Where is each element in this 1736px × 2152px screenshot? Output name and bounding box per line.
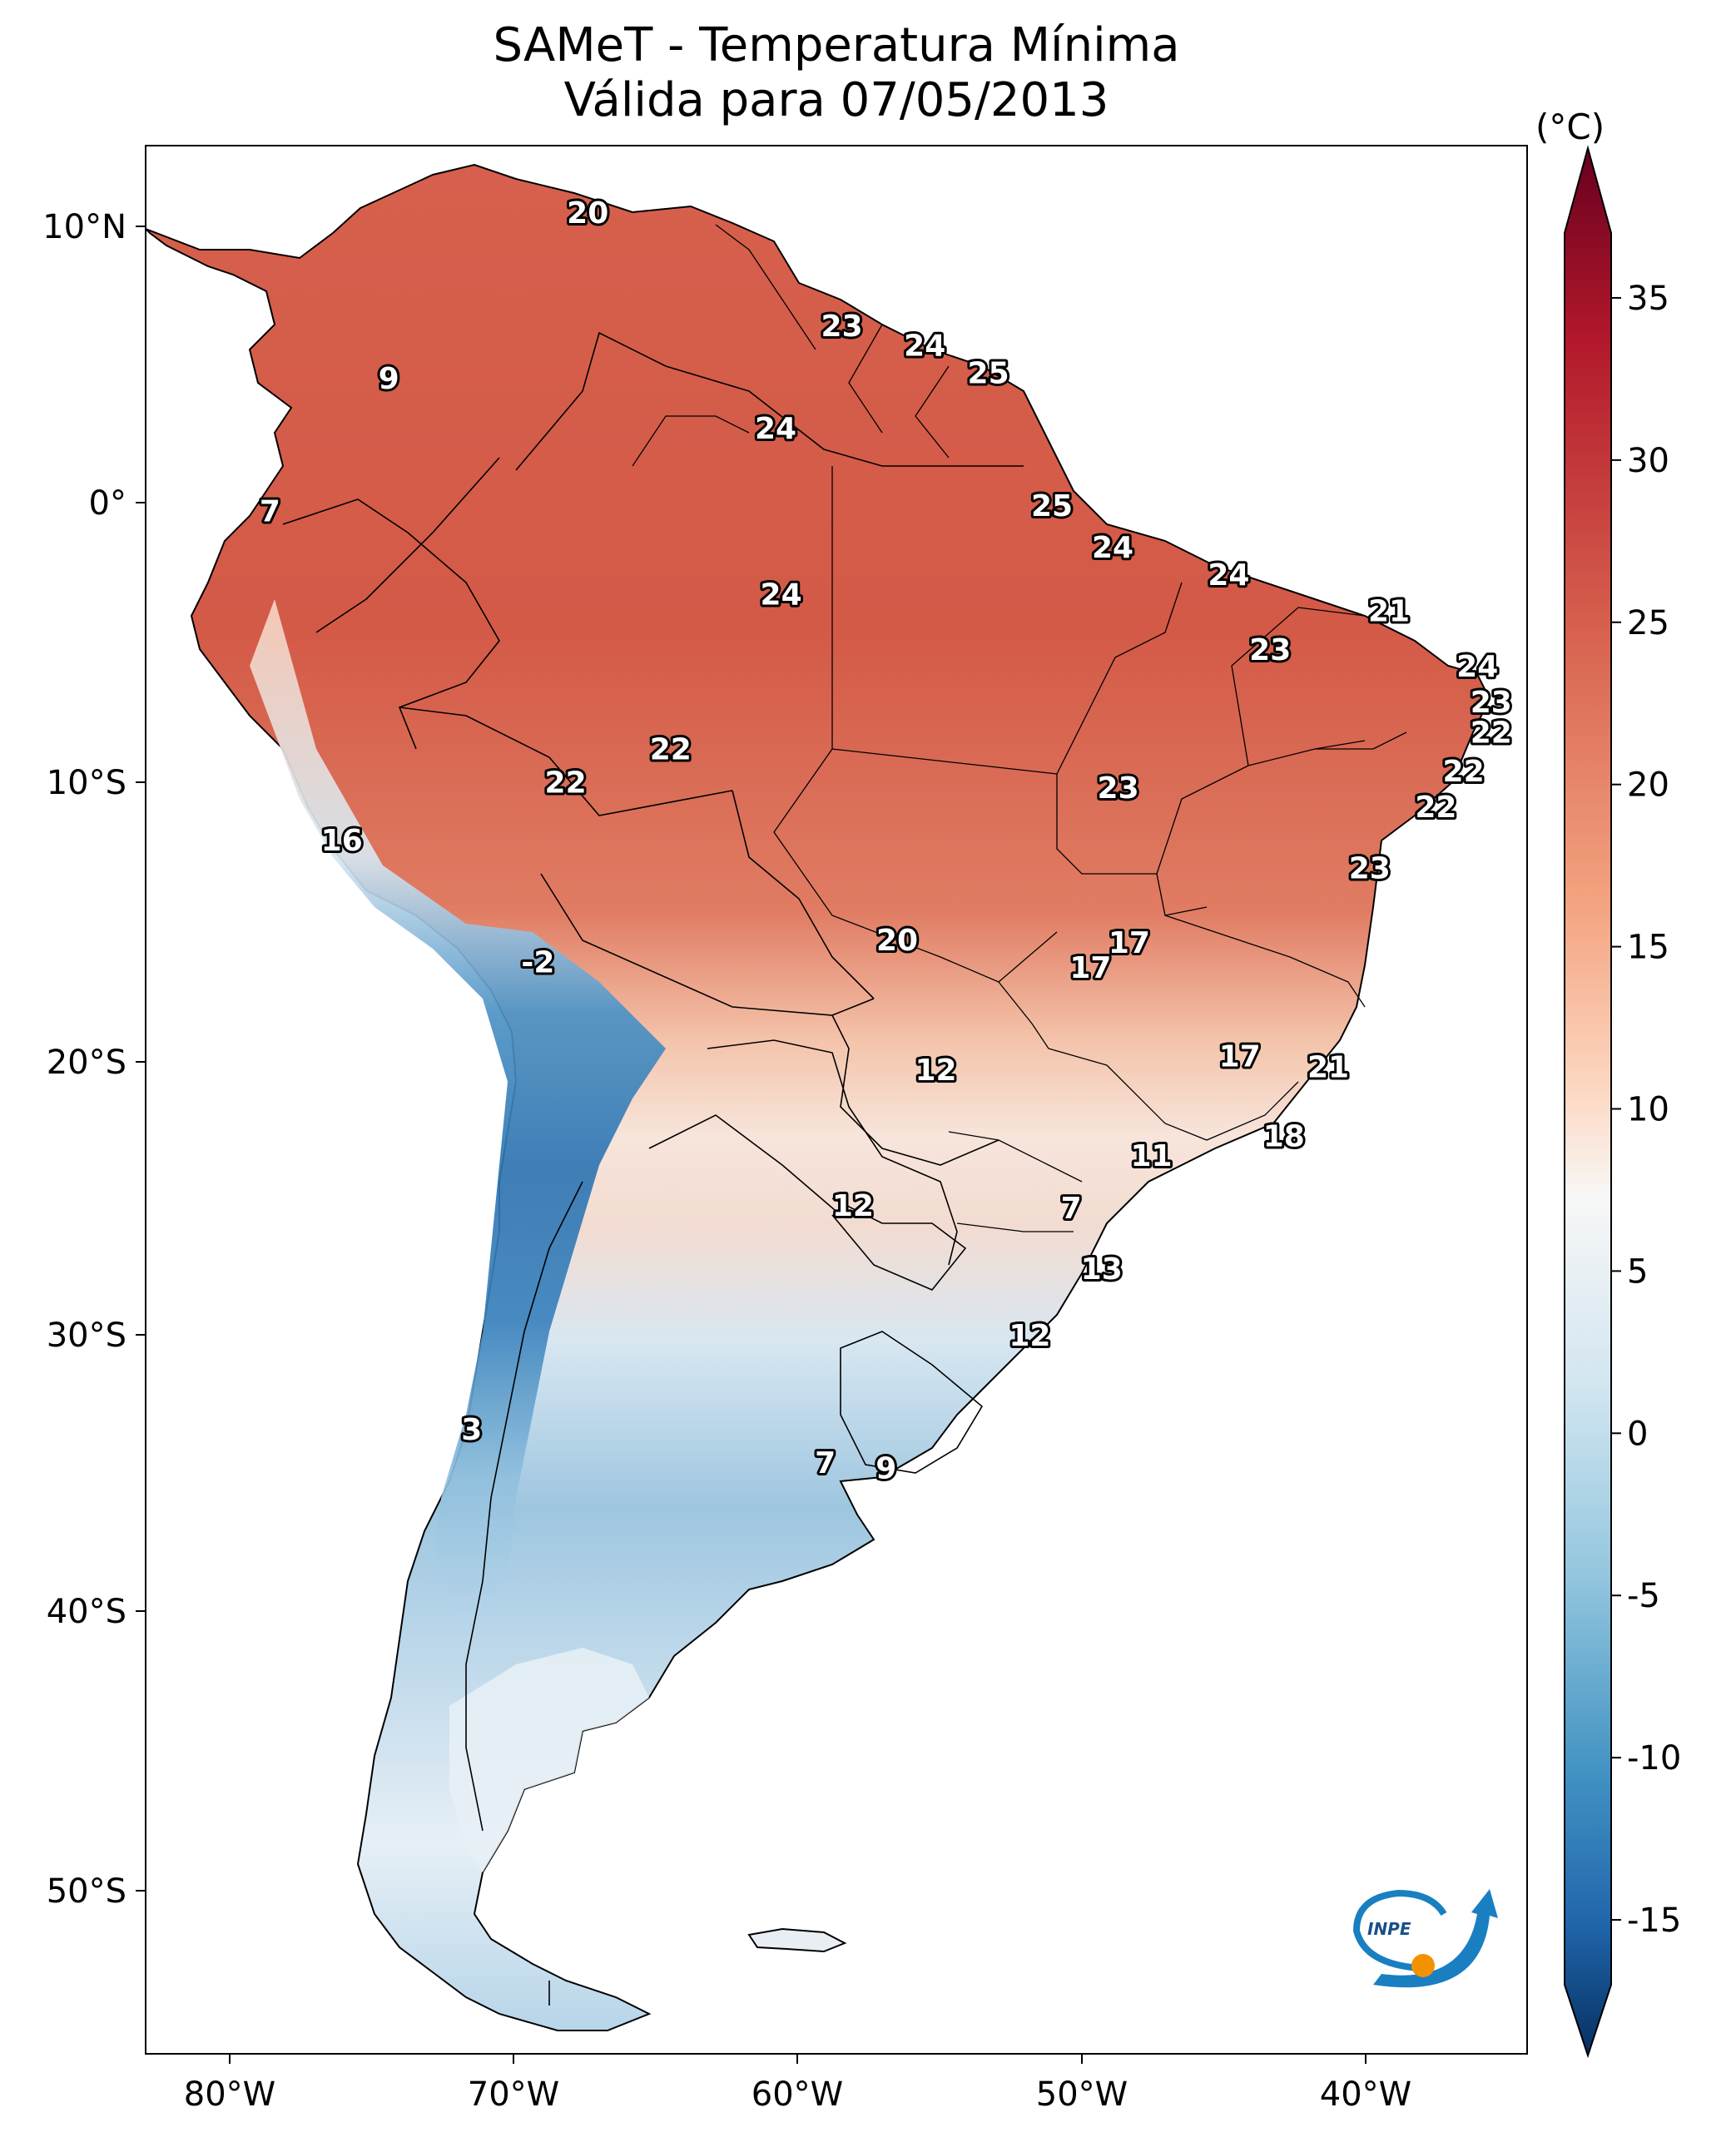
country-borders bbox=[282, 331, 1024, 2006]
station-value-label: 9 bbox=[875, 1452, 896, 1486]
station-value-label: 22 bbox=[650, 733, 692, 767]
station-value-label: 13 bbox=[1081, 1252, 1123, 1287]
station-value-label: 25 bbox=[1031, 489, 1073, 523]
colorbar-tick-label: 30 bbox=[1627, 442, 1669, 480]
patagonia-light-band bbox=[449, 1648, 649, 1872]
station-value-label: 7 bbox=[1061, 1192, 1082, 1226]
colorbar-body bbox=[1564, 145, 1612, 2059]
map-title: SAMeT - Temperatura Mínima Válida para 0… bbox=[146, 18, 1527, 128]
station-value-label: 11 bbox=[1130, 1139, 1172, 1173]
colorbar-tick-label: 20 bbox=[1627, 766, 1669, 805]
station-value-label: 24 bbox=[904, 329, 945, 363]
lon-label-80w: 80°W bbox=[184, 2075, 275, 2114]
station-value-label: 24 bbox=[1208, 558, 1249, 593]
station-value-label: 17 bbox=[1219, 1039, 1261, 1074]
station-value-label: 12 bbox=[915, 1054, 956, 1088]
colorbar-tick-label: -10 bbox=[1627, 1739, 1681, 1778]
colorbar-tick-label: 35 bbox=[1627, 280, 1669, 318]
station-value-label: 24 bbox=[1092, 531, 1133, 565]
station-value-label: 21 bbox=[1307, 1051, 1349, 1085]
inpe-logo-text: INPE bbox=[1367, 1919, 1411, 1939]
lat-label-10s: 10°S bbox=[47, 764, 126, 802]
lon-label-40w: 40°W bbox=[1320, 2075, 1411, 2114]
colorbar bbox=[1564, 145, 1612, 2059]
station-value-label: 16 bbox=[321, 824, 363, 858]
lat-label-40s: 40°S bbox=[47, 1593, 126, 1631]
lon-label-60w: 60°W bbox=[751, 2075, 843, 2114]
lat-label-20s: 20°S bbox=[47, 1044, 126, 1082]
colorbar-tick-label: 15 bbox=[1627, 929, 1669, 967]
colorbar-unit-label: (°C) bbox=[1535, 107, 1605, 147]
state-borders bbox=[632, 224, 1407, 1232]
station-value-label: 18 bbox=[1263, 1120, 1305, 1154]
station-value-label: 12 bbox=[832, 1189, 874, 1223]
station-value-label: 23 bbox=[821, 310, 863, 344]
station-value-label: 24 bbox=[1456, 650, 1498, 684]
station-value-label: 21 bbox=[1368, 594, 1410, 628]
station-value-label: 9 bbox=[379, 362, 399, 396]
station-value-label: 22 bbox=[545, 766, 587, 800]
andes-cold-band bbox=[250, 599, 666, 1631]
station-value-label: 23 bbox=[1249, 633, 1291, 667]
station-value-label: 22 bbox=[1471, 717, 1512, 751]
title-line-2: Válida para 07/05/2013 bbox=[563, 73, 1109, 127]
lon-label-50w: 50°W bbox=[1036, 2075, 1128, 2114]
station-value-label: 25 bbox=[968, 357, 1009, 391]
lon-label-70w: 70°W bbox=[468, 2075, 559, 2114]
station-value-label: 20 bbox=[876, 924, 918, 958]
station-value-label: 22 bbox=[1443, 755, 1485, 789]
lat-label-0: 0° bbox=[89, 484, 126, 523]
colorbar-tick-label: -15 bbox=[1627, 1902, 1681, 1940]
inpe-logo: INPE bbox=[1352, 1889, 1498, 1988]
station-value-label: 23 bbox=[1098, 771, 1139, 806]
colorbar-tick-label: 5 bbox=[1627, 1252, 1648, 1291]
station-value-label: 23 bbox=[1471, 686, 1512, 720]
station-value-label: 20 bbox=[567, 196, 608, 231]
station-value-label: 23 bbox=[1349, 851, 1391, 885]
station-value-label: 12 bbox=[1009, 1319, 1050, 1353]
station-value-label: -2 bbox=[521, 945, 554, 979]
station-value-label: 3 bbox=[461, 1413, 482, 1447]
colorbar-tick-label: 25 bbox=[1627, 604, 1669, 642]
colorbar-tick-label: 10 bbox=[1627, 1091, 1669, 1129]
station-value-label: 17 bbox=[1069, 951, 1111, 985]
colorbar-tick-label: -5 bbox=[1627, 1577, 1660, 1615]
lon-ticks bbox=[229, 2054, 1366, 2064]
station-value-label: 24 bbox=[761, 578, 802, 612]
falkland-islands bbox=[747, 1927, 847, 1953]
station-value-label: 7 bbox=[815, 1446, 836, 1480]
lat-label-10n: 10°N bbox=[42, 208, 126, 246]
lat-label-30s: 30°S bbox=[47, 1316, 126, 1355]
station-value-label: 7 bbox=[260, 495, 280, 529]
lat-ticks bbox=[136, 226, 146, 1892]
station-value-label: 17 bbox=[1109, 926, 1150, 960]
station-value-label: 22 bbox=[1415, 791, 1456, 825]
colorbar-ticks: 35 30 25 20 15 10 5 0 -5 -10 -15 bbox=[1611, 280, 1681, 1940]
title-line-1: SAMeT - Temperatura Mínima bbox=[493, 18, 1180, 72]
lat-label-50s: 50°S bbox=[47, 1872, 126, 1911]
colorbar-tick-label: 0 bbox=[1627, 1415, 1648, 1453]
station-value-label: 24 bbox=[755, 412, 796, 446]
